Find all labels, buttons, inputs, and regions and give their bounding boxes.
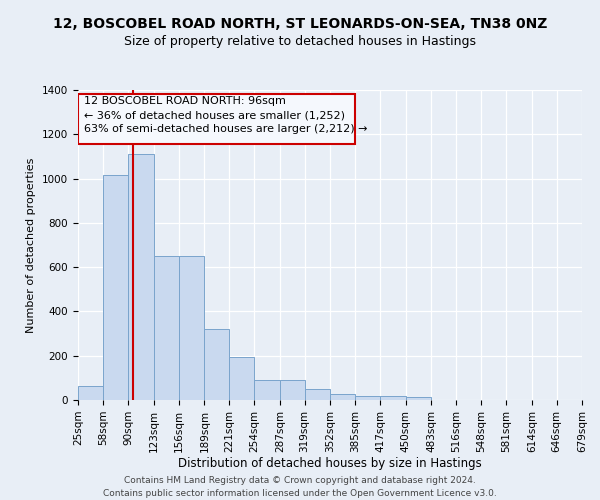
Text: 12 BOSCOBEL ROAD NORTH: 96sqm
← 36% of detached houses are smaller (1,252)
63% o: 12 BOSCOBEL ROAD NORTH: 96sqm ← 36% of d… [84, 96, 368, 134]
Bar [355, 396, 380, 400]
Bar [78, 386, 103, 400]
Bar [330, 394, 355, 400]
X-axis label: Distribution of detached houses by size in Hastings: Distribution of detached houses by size … [178, 458, 482, 470]
Text: 12, BOSCOBEL ROAD NORTH, ST LEONARDS-ON-SEA, TN38 0NZ: 12, BOSCOBEL ROAD NORTH, ST LEONARDS-ON-… [53, 18, 547, 32]
Bar [280, 380, 305, 400]
Bar [205, 329, 229, 400]
Bar [103, 175, 128, 400]
Bar [154, 256, 179, 400]
Y-axis label: Number of detached properties: Number of detached properties [26, 158, 37, 332]
Bar [254, 380, 280, 400]
Bar [406, 396, 431, 400]
Bar [128, 154, 154, 400]
Bar [229, 357, 254, 400]
Bar [179, 256, 205, 400]
FancyBboxPatch shape [78, 94, 355, 144]
Text: Contains HM Land Registry data © Crown copyright and database right 2024.
Contai: Contains HM Land Registry data © Crown c… [103, 476, 497, 498]
Text: Size of property relative to detached houses in Hastings: Size of property relative to detached ho… [124, 35, 476, 48]
Bar [305, 389, 330, 400]
Bar [380, 396, 406, 400]
